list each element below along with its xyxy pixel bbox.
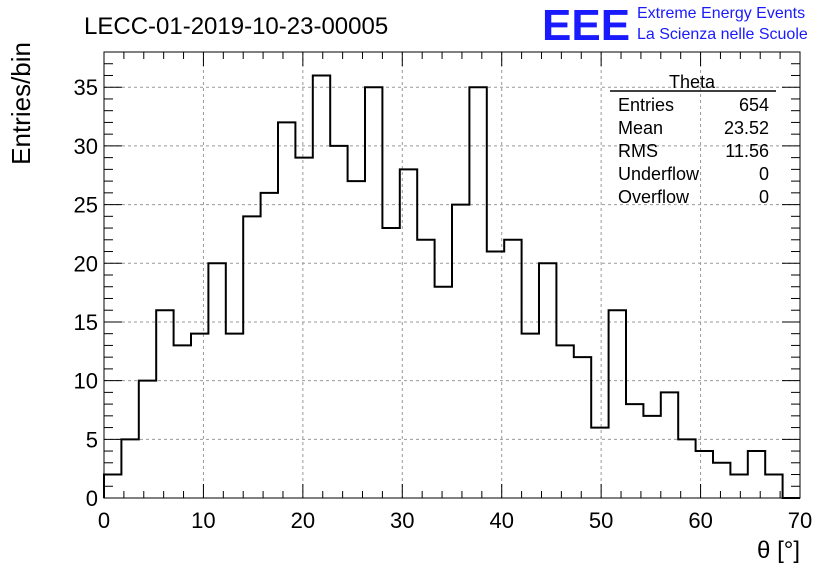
histogram-bin bbox=[696, 451, 713, 498]
stats-row-label: Underflow bbox=[618, 164, 700, 184]
stats-row-label: RMS bbox=[618, 141, 658, 161]
x-tick-label: 50 bbox=[589, 508, 613, 533]
x-tick-labels: 0 10 20 30 40 50 60 70 bbox=[98, 508, 812, 533]
histogram-bin bbox=[452, 205, 469, 498]
stats-box: Theta Entries 654 Mean 23.52 RMS 11.56 Underfl… bbox=[610, 72, 776, 207]
run-title: LECC-01-2019-10-23-00005 bbox=[84, 13, 388, 40]
histogram-bin bbox=[522, 334, 539, 498]
y-tick-label: 25 bbox=[74, 193, 98, 218]
histogram-bin bbox=[139, 381, 156, 498]
stats-row-label: Overflow bbox=[618, 187, 690, 207]
histogram-bin bbox=[348, 181, 365, 498]
x-tick-label: 10 bbox=[191, 508, 215, 533]
stats-row-label: Entries bbox=[618, 95, 674, 115]
histogram-bin bbox=[609, 310, 626, 498]
eee-logo-mark: EEE bbox=[542, 1, 630, 50]
histogram-bin bbox=[174, 345, 191, 498]
y-tick-label: 20 bbox=[74, 251, 98, 276]
histogram-bin bbox=[539, 263, 556, 498]
y-tick-label: 10 bbox=[74, 369, 98, 394]
x-tick-label: 20 bbox=[291, 508, 315, 533]
y-tick-label: 5 bbox=[86, 427, 98, 452]
y-axis-label: Entries/bin bbox=[6, 42, 36, 165]
stats-row-value: 654 bbox=[739, 95, 769, 115]
y-tick-labels: 0 5 10 15 20 25 30 35 bbox=[74, 75, 98, 511]
histogram-bin bbox=[382, 228, 399, 498]
x-tick-label: 30 bbox=[390, 508, 414, 533]
x-axis-label: θ [°] bbox=[757, 537, 800, 564]
histogram-bin bbox=[748, 451, 765, 498]
stats-title: Theta bbox=[669, 72, 716, 92]
histogram-bin bbox=[156, 310, 173, 498]
histogram-bin bbox=[730, 475, 747, 498]
histogram-bin bbox=[435, 287, 452, 498]
histogram-outline bbox=[103, 74, 800, 499]
histogram-bin bbox=[365, 87, 382, 498]
stats-row-label: Mean bbox=[618, 118, 663, 138]
histogram-bin bbox=[330, 146, 347, 498]
x-tick-label: 60 bbox=[688, 508, 712, 533]
eee-logo: EEE Extreme Energy Events La Scienza nel… bbox=[542, 1, 808, 50]
y-tick-label: 0 bbox=[86, 486, 98, 511]
x-tick-label: 70 bbox=[788, 508, 812, 533]
y-tick-label: 15 bbox=[74, 310, 98, 335]
stats-row-value: 0 bbox=[759, 187, 769, 207]
axis-ticks bbox=[103, 51, 801, 499]
stats-row-value: 11.56 bbox=[725, 141, 769, 161]
histogram-bin bbox=[626, 404, 643, 498]
stats-rows: Entries 654 Mean 23.52 RMS 11.56 Underflow 0 Ove… bbox=[618, 95, 769, 207]
x-tick-label: 0 bbox=[98, 508, 110, 533]
stats-row-value: 0 bbox=[759, 164, 769, 184]
histogram-bin bbox=[487, 252, 504, 498]
histogram-bin bbox=[574, 357, 591, 498]
y-tick-label: 35 bbox=[74, 75, 98, 100]
histogram-bin bbox=[678, 439, 695, 498]
histogram-bin bbox=[261, 193, 278, 498]
y-tick-label: 30 bbox=[74, 134, 98, 159]
eee-logo-line2: La Scienza nelle Scuole bbox=[637, 26, 808, 43]
histogram-bin bbox=[208, 263, 225, 498]
histogram-bin bbox=[556, 345, 573, 498]
x-tick-label: 40 bbox=[489, 508, 513, 533]
histogram-bin bbox=[643, 416, 660, 498]
stats-row-value: 23.52 bbox=[724, 118, 769, 138]
histogram-bin bbox=[417, 240, 434, 498]
histogram-bin bbox=[191, 334, 208, 498]
histogram-bin bbox=[469, 87, 486, 498]
histogram-bin bbox=[661, 392, 678, 498]
histogram-bin bbox=[278, 122, 295, 498]
histogram-bin bbox=[243, 216, 260, 498]
histogram-bin bbox=[226, 334, 243, 498]
histogram-bin bbox=[400, 169, 417, 498]
histogram-bin bbox=[313, 75, 330, 498]
histogram-bin bbox=[713, 463, 730, 498]
histogram-bin bbox=[121, 439, 138, 498]
eee-logo-line1: Extreme Energy Events bbox=[637, 5, 805, 22]
histogram-bin bbox=[504, 240, 521, 498]
histogram-bin bbox=[591, 428, 608, 498]
histogram-bin bbox=[295, 158, 312, 498]
